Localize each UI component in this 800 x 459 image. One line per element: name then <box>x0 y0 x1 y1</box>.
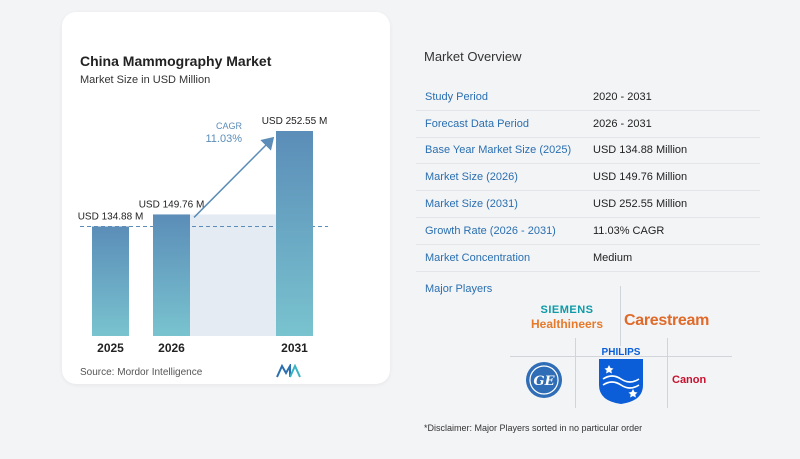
philips-logo-icon: PHILIPS <box>599 347 643 404</box>
carestream-logo: Carestream <box>624 312 710 329</box>
row-value: 2026 - 2031 <box>593 117 652 130</box>
row-label: Study Period <box>425 90 488 103</box>
x-tick-2031: 2031 <box>281 341 308 355</box>
data-label-2025: USD 134.88 M <box>78 212 144 223</box>
table-row: Forecast Data Period 2026 - 2031 <box>416 111 760 138</box>
ge-logo-icon: GE <box>526 362 562 398</box>
logo-divider <box>620 286 621 346</box>
row-value: USD 134.88 Million <box>593 144 688 157</box>
row-label: Forecast Data Period <box>425 117 529 130</box>
table-row: Market Size (2031) USD 252.55 Million <box>416 191 760 218</box>
growth-shade <box>190 214 276 336</box>
canon-logo: Canon <box>672 374 707 386</box>
row-value: 11.03% CAGR <box>593 224 665 237</box>
bar-2026 <box>153 214 190 336</box>
svg-text:PHILIPS: PHILIPS <box>602 347 641 358</box>
healthineers-text: Healthineers <box>530 317 604 331</box>
data-label-2031: USD 252.55 M <box>262 116 328 127</box>
mordor-logo-icon <box>276 364 301 378</box>
table-row: Market Size (2026) USD 149.76 Million <box>416 164 760 192</box>
logo-divider <box>667 338 668 408</box>
bar-2025 <box>92 226 129 336</box>
x-tick-2025: 2025 <box>97 341 124 355</box>
row-label: Market Size (2026) <box>425 171 518 184</box>
table-row: Base Year Market Size (2025) USD 134.88 M… <box>416 138 760 165</box>
row-label: Growth Rate (2026 - 2031) <box>425 224 556 237</box>
svg-text:GE: GE <box>533 374 555 389</box>
x-tick-2026: 2026 <box>158 341 185 355</box>
cagr-arrow <box>193 136 275 218</box>
logo-divider <box>575 338 576 408</box>
source-text: Source: Mordor Intelligence <box>80 367 203 378</box>
major-players-title: Major Players <box>425 283 493 295</box>
chart-title: China Mammography Market <box>80 53 272 69</box>
row-value: USD 252.55 Million <box>593 198 688 211</box>
siemens-text: SIEMENS <box>540 304 594 316</box>
disclaimer-text: *Disclaimer: Major Players sorted in no … <box>424 423 643 433</box>
row-label: Market Concentration <box>425 251 531 264</box>
overview-title: Market Overview <box>424 49 522 64</box>
overview-table: Study Period 2020 - 2031 Forecast Data Pe… <box>416 84 760 272</box>
data-label-2026: USD 149.76 M <box>139 199 205 210</box>
table-row: Study Period 2020 - 2031 <box>416 84 760 111</box>
row-value: USD 149.76 Million <box>593 171 688 184</box>
siemens-healthineers-logo: SIEMENS Healthineers <box>518 304 616 331</box>
bar-2031 <box>276 131 313 336</box>
table-row: Growth Rate (2026 - 2031) 11.03% CAGR <box>416 218 760 245</box>
row-label: Market Size (2031) <box>425 198 518 211</box>
row-value: Medium <box>593 251 633 264</box>
cagr-value: 11.03% <box>206 133 243 145</box>
chart-subtitle: Market Size in USD Million <box>80 74 211 86</box>
logo-divider <box>510 356 732 357</box>
row-value: 2020 - 2031 <box>593 90 652 103</box>
row-label: Base Year Market Size (2025) <box>425 144 572 157</box>
table-row: Market Concentration Medium <box>416 245 760 272</box>
cagr-label: CAGR <box>216 121 243 131</box>
